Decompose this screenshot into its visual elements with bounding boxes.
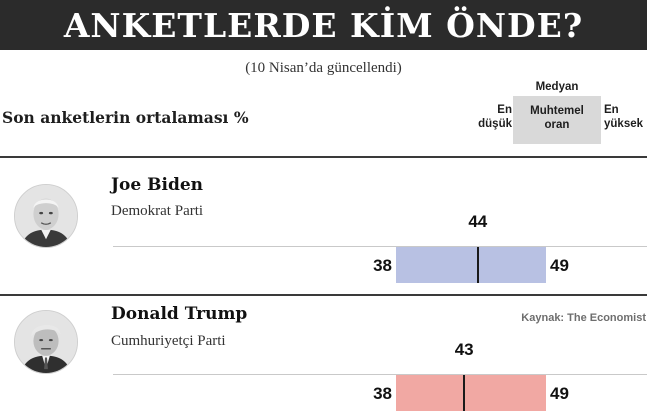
likely-range-header-box	[513, 96, 601, 144]
highest-column-label: En yüksek	[604, 104, 644, 130]
trump-median-marker	[463, 375, 466, 411]
source-note: Kaynak: The Economist	[521, 312, 646, 324]
trump-portrait	[14, 310, 78, 374]
lowest-column-label: En düşük	[478, 104, 512, 130]
page-title: ANKETLERDE KİM ÖNDE?	[63, 5, 584, 45]
candidate-name-trump: Donald Trump	[111, 304, 248, 324]
trump-range-bar	[396, 375, 546, 411]
biden-low-value: 38	[373, 256, 392, 275]
biden-median-value: 44	[468, 212, 488, 231]
title-banner: ANKETLERDE KİM ÖNDE?	[0, 0, 647, 50]
candidate-name-biden: Joe Biden	[111, 175, 204, 195]
biden-range-bar	[396, 247, 546, 283]
section-label: Son anketlerin ortalaması %	[2, 108, 249, 127]
trump-high-value: 49	[550, 384, 569, 403]
median-column-label: Medyan	[535, 81, 579, 93]
candidate-divider	[0, 294, 647, 296]
biden-median-marker	[476, 247, 479, 283]
biden-baseline	[113, 246, 647, 247]
trump-baseline	[113, 374, 647, 375]
candidate-party-trump: Cumhuriyetçi Parti	[111, 333, 226, 349]
biden-portrait	[14, 184, 78, 248]
likely-range-column-label: Muhtemel oran	[530, 105, 584, 131]
biden-high-value: 49	[550, 256, 569, 275]
header-divider	[0, 156, 647, 158]
trump-median-value: 43	[454, 340, 474, 359]
trump-low-value: 38	[373, 384, 392, 403]
updated-note: (10 Nisan’da güncellendi)	[245, 60, 402, 76]
candidate-party-biden: Demokrat Parti	[111, 203, 204, 219]
